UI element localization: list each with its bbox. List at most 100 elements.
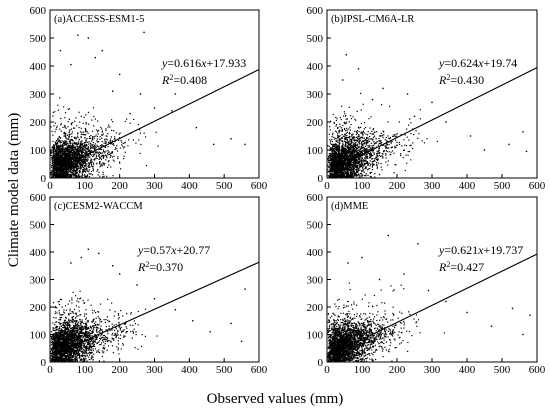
data-point [67, 126, 69, 128]
data-point [364, 164, 366, 166]
data-point [338, 175, 340, 177]
data-point [52, 168, 55, 170]
data-point [62, 156, 65, 158]
data-point [74, 148, 76, 151]
data-point [355, 171, 357, 174]
data-point [71, 142, 73, 144]
data-point [69, 170, 72, 172]
data-point [349, 164, 351, 166]
data-point [372, 133, 374, 135]
data-point [57, 146, 59, 149]
data-point [366, 154, 368, 156]
data-point [90, 151, 92, 153]
data-point [360, 160, 362, 163]
data-point [76, 159, 79, 161]
data-point [60, 174, 62, 176]
data-point [73, 166, 76, 168]
data-point [81, 140, 83, 142]
data-point [81, 159, 83, 161]
data-point [357, 162, 359, 164]
data-point [139, 152, 141, 155]
data-point [85, 114, 87, 116]
data-point [381, 104, 383, 106]
data-point [340, 154, 342, 156]
data-point [96, 144, 98, 146]
data-point [60, 159, 62, 161]
data-point [365, 155, 367, 158]
data-point [378, 150, 380, 152]
data-point [76, 154, 78, 156]
data-point [350, 117, 353, 120]
data-point [334, 155, 336, 157]
data-point [327, 158, 329, 160]
data-point [358, 130, 360, 133]
data-point [345, 145, 347, 147]
data-point [363, 140, 366, 142]
data-point [328, 145, 330, 147]
data-point [357, 162, 359, 165]
data-point [75, 162, 77, 164]
data-point [65, 149, 67, 151]
data-point [69, 155, 71, 157]
data-point [59, 171, 61, 173]
data-point [124, 142, 126, 144]
data-point [365, 166, 367, 168]
data-point [139, 132, 141, 134]
data-point [92, 143, 94, 146]
data-point [419, 118, 421, 120]
data-point [100, 126, 102, 129]
data-point [75, 138, 77, 140]
data-point [337, 150, 339, 152]
data-point [366, 157, 368, 159]
data-point [358, 135, 360, 137]
data-point [72, 155, 74, 157]
data-point [367, 137, 369, 139]
data-point [394, 145, 396, 147]
data-point [334, 164, 336, 166]
data-point [91, 130, 94, 132]
data-point [356, 132, 358, 134]
data-point [56, 174, 59, 176]
data-point [68, 160, 70, 162]
data-point [60, 160, 62, 162]
data-point [361, 147, 363, 149]
data-point [373, 160, 375, 162]
data-point [74, 127, 76, 129]
data-point [331, 150, 333, 152]
data-point [327, 157, 330, 159]
data-point [79, 146, 81, 148]
data-point [80, 160, 82, 162]
data-point [63, 155, 66, 157]
data-point [102, 150, 105, 152]
data-point [66, 171, 68, 174]
data-point [348, 166, 351, 168]
data-point [345, 136, 348, 138]
data-point [129, 112, 131, 115]
data-point [372, 151, 374, 153]
panel-a: 0 100 200 300 400 500 6000100200300400500600(a… [30, 5, 268, 192]
data-point [65, 155, 68, 157]
data-point [82, 159, 84, 162]
data-point [371, 166, 373, 168]
data-point [83, 167, 85, 169]
data-point [389, 136, 392, 139]
data-point [380, 162, 382, 165]
data-point [57, 160, 59, 162]
data-point [54, 131, 56, 133]
data-point [72, 162, 74, 164]
data-point [65, 152, 67, 154]
data-point [105, 159, 107, 161]
data-point [331, 151, 333, 153]
data-point [331, 154, 333, 156]
data-point [109, 156, 111, 158]
data-point [361, 164, 363, 166]
data-point [338, 142, 340, 144]
data-point [344, 136, 346, 138]
data-point [370, 142, 372, 144]
data-point [377, 144, 379, 146]
data-point [70, 123, 73, 125]
data-point [58, 166, 60, 168]
data-point [55, 151, 57, 153]
data-point [73, 169, 76, 171]
data-point [337, 157, 340, 159]
